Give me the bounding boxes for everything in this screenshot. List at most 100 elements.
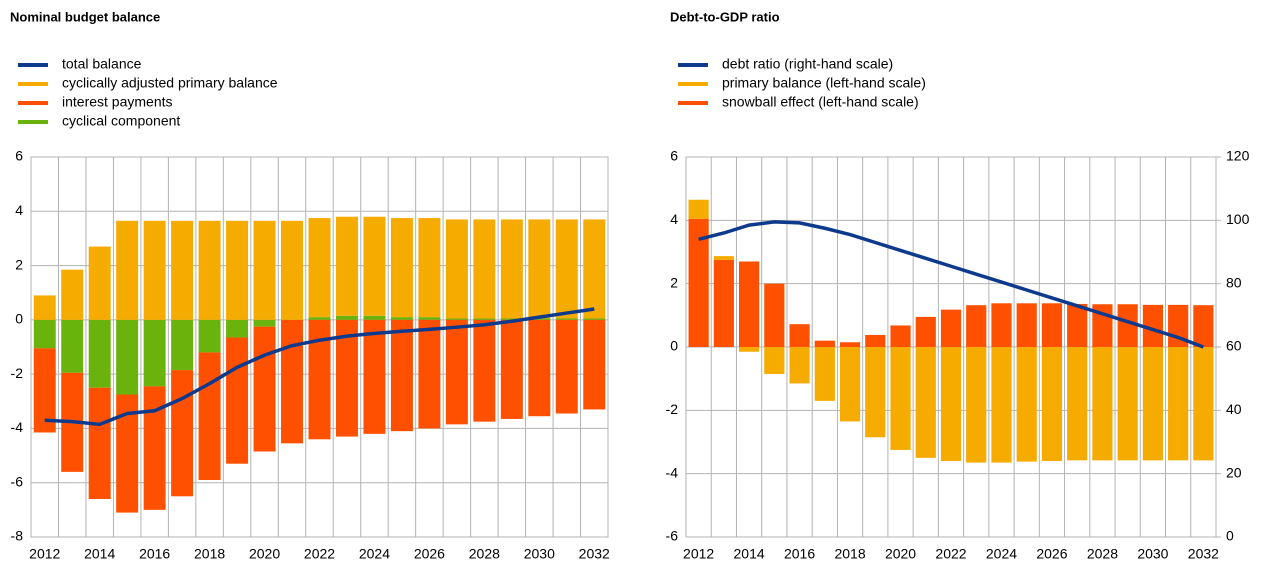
x-tick-label: 2012 [683,546,714,562]
bar [445,318,468,320]
bar [890,325,911,347]
bar [1041,303,1063,347]
bar [890,347,911,450]
x-tick-label: 2014 [734,546,765,562]
bar [418,218,441,318]
legend-label: cyclically adjusted primary balance [62,75,278,91]
bar [88,246,111,320]
bar [500,319,523,419]
bar [528,318,551,320]
bar [839,347,861,422]
chart-title: Nominal budget balance [10,9,160,24]
y2-tick-label: 100 [1226,211,1250,227]
bar [1067,303,1088,347]
x-tick-label: 2026 [414,546,445,562]
bar [1142,347,1163,461]
y-tick-label: 0 [15,311,23,327]
bar [171,220,194,320]
y-tick-label: -6 [11,473,24,489]
bar [528,319,551,417]
x-tick-label: 2030 [1137,546,1168,562]
y2-tick-label: 60 [1226,338,1242,354]
y-tick-label: 0 [670,338,678,354]
bar [88,387,111,499]
bar [418,319,441,429]
bar [226,319,249,338]
y-tick-label: 4 [15,202,23,218]
x-tick-label: 2026 [1036,546,1067,562]
x-tick-label: 2024 [986,546,1017,562]
x-tick-label: 2014 [84,546,115,562]
bar [308,319,331,440]
bar [308,317,331,320]
y-tick-label: 6 [15,148,23,164]
bar [764,283,785,347]
bar [1117,347,1138,461]
bar [940,309,962,347]
bar [335,319,358,437]
bar [991,303,1012,347]
bar [1117,304,1138,347]
bar [308,218,331,318]
bar [253,319,276,327]
bar [500,318,523,320]
y-tick-label: 2 [15,256,23,272]
bar [363,319,386,434]
x-tick-label: 2030 [524,546,555,562]
bar [688,218,709,347]
bar [991,347,1012,463]
x-tick-label: 2022 [935,546,966,562]
bar [865,347,886,438]
bar [253,220,276,320]
bar [555,319,578,414]
x-tick-label: 2024 [359,546,390,562]
bar [739,261,760,347]
bar [116,220,139,320]
y-tick-label: -4 [666,464,679,480]
x-tick-label: 2018 [194,546,225,562]
bar [1041,347,1063,461]
bar [789,347,810,384]
bar [1168,347,1189,461]
bar [198,352,221,480]
bar [764,347,785,374]
bar [1016,347,1037,462]
legend-label: interest payments [62,94,173,110]
bar [281,220,304,320]
x-tick-label: 2018 [834,546,865,562]
y2-tick-label: 40 [1226,401,1242,417]
x-tick-label: 2020 [249,546,280,562]
x-tick-label: 2020 [885,546,916,562]
bar [171,319,194,371]
bar [61,319,84,373]
legend-label: snowball effect (left-hand scale) [722,94,919,110]
bar [688,199,709,219]
bar [555,219,578,319]
bar [445,219,468,319]
bar [839,342,861,347]
bar [1142,304,1163,347]
bar [473,319,496,422]
bar [335,315,358,320]
bar [198,319,221,353]
bar [583,219,606,319]
legend-label: debt ratio (right-hand scale) [722,56,893,72]
y2-tick-label: 80 [1226,274,1242,290]
line [44,307,595,427]
bar [789,324,810,347]
bar [253,326,276,452]
bar [143,220,166,320]
legend-label: cyclical component [62,113,180,129]
bar [713,259,734,347]
bar [713,256,734,260]
bar [473,318,496,320]
chart-title: Debt-to-GDP ratio [670,9,780,24]
bar [88,319,111,388]
bar [226,220,249,320]
bar [915,316,936,347]
x-tick-label: 2012 [29,546,60,562]
x-tick-label: 2022 [304,546,335,562]
y-tick-label: -8 [11,528,24,544]
bar [143,386,166,510]
